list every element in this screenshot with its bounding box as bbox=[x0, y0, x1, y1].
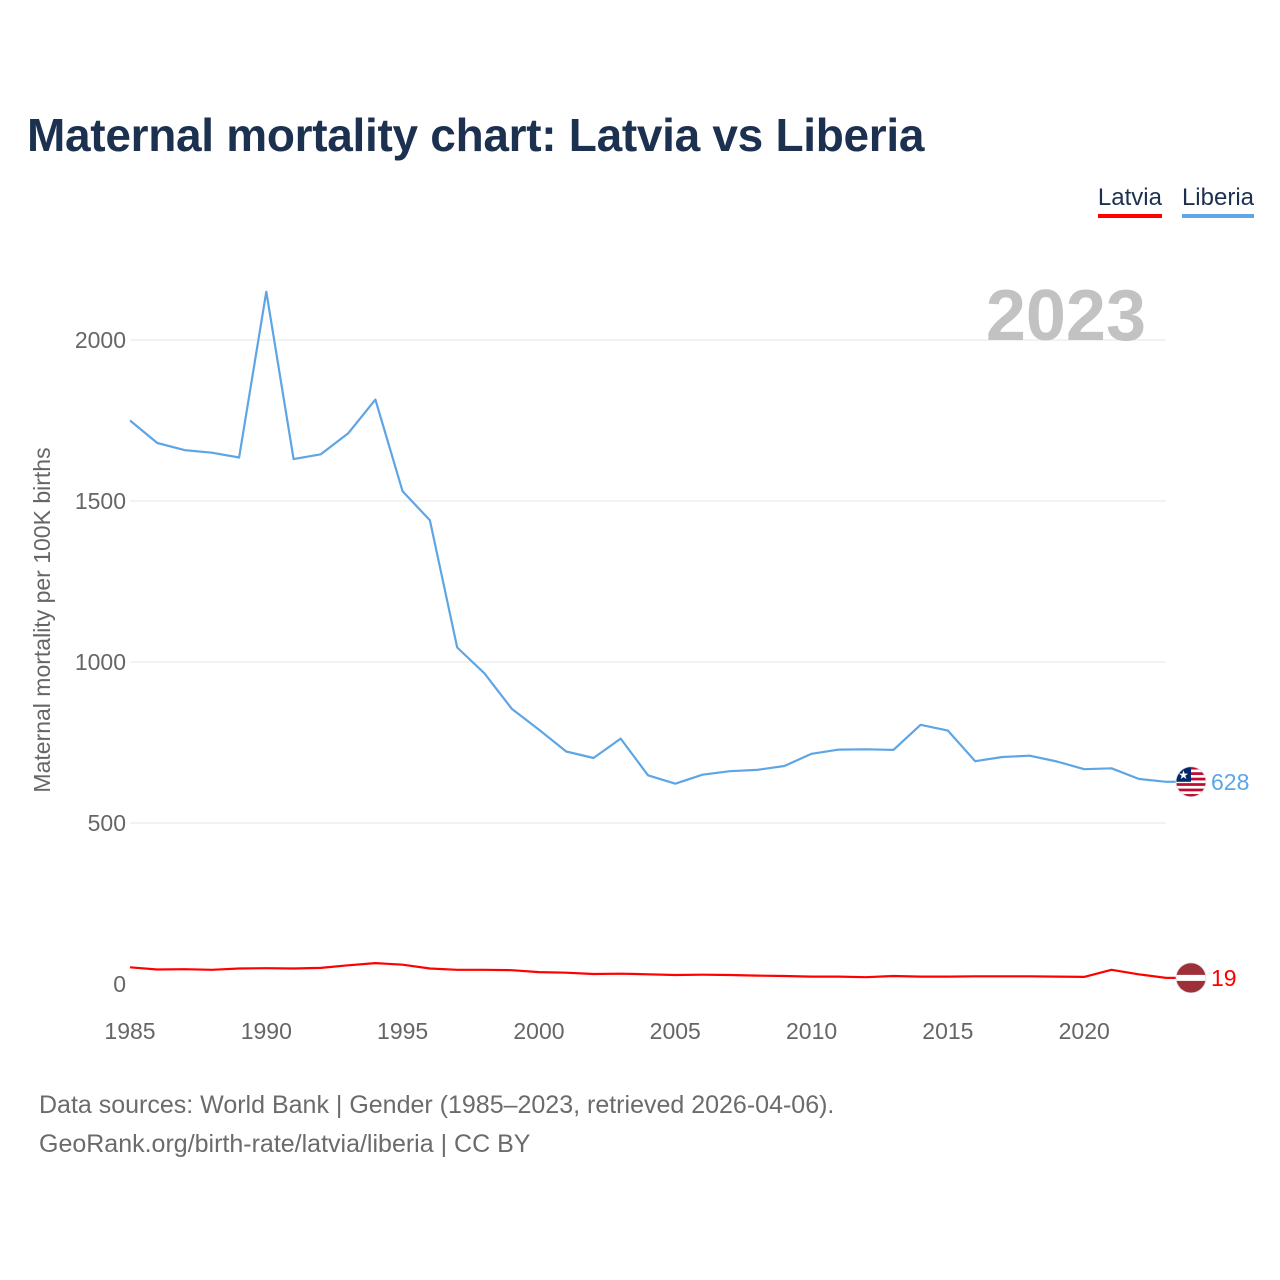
series-line-latvia bbox=[129, 961, 1167, 979]
legend-item-latvia[interactable]: Latvia bbox=[1097, 184, 1162, 218]
legend: Latvia Liberia bbox=[1097, 184, 1254, 218]
year-watermark: 2023 bbox=[986, 276, 1146, 356]
chart-title: Maternal mortality chart: Latvia vs Libe… bbox=[27, 109, 925, 161]
x-axis-ticks: 1985 1990 1995 2000 2005 2010 2015 2020 bbox=[104, 1018, 1109, 1044]
series-line-liberia bbox=[129, 290, 1167, 785]
x-tick-label: 2010 bbox=[786, 1018, 837, 1044]
x-tick-label: 2005 bbox=[650, 1018, 701, 1044]
footer-credit: GeoRank.org/birth-rate/latvia/liberia | … bbox=[39, 1130, 531, 1158]
y-axis-label: Maternal mortality per 100K births bbox=[29, 447, 55, 792]
y-tick-label: 1500 bbox=[75, 488, 126, 514]
legend-item-liberia[interactable]: Liberia bbox=[1181, 184, 1254, 218]
y-tick-label: 2000 bbox=[75, 327, 126, 353]
y-tick-label: 500 bbox=[88, 810, 126, 836]
x-tick-label: 2015 bbox=[922, 1018, 973, 1044]
end-markers: 19 ★ 628 bbox=[1166, 766, 1249, 994]
x-tick-label: 1990 bbox=[241, 1018, 292, 1044]
liberia-flag-icon: ★ bbox=[1175, 766, 1207, 798]
svg-text:★: ★ bbox=[1178, 768, 1189, 782]
x-tick-label: 1985 bbox=[104, 1018, 155, 1044]
latvia-flag-icon bbox=[1175, 962, 1207, 994]
x-tick-label: 2000 bbox=[513, 1018, 564, 1044]
y-tick-label: 1000 bbox=[75, 649, 126, 675]
y-tick-label: 0 bbox=[113, 971, 126, 997]
grid-lines bbox=[130, 339, 1166, 824]
x-tick-label: 1995 bbox=[377, 1018, 428, 1044]
y-axis-ticks: 0 500 1000 1500 2000 bbox=[75, 327, 126, 997]
footer: Data sources: World Bank | Gender (1985–… bbox=[39, 1086, 834, 1164]
end-value-label-latvia: 19 bbox=[1211, 965, 1237, 991]
end-value-label-liberia: 628 bbox=[1211, 769, 1249, 795]
footer-source: Data sources: World Bank | Gender (1985–… bbox=[39, 1091, 835, 1119]
x-tick-label: 2020 bbox=[1059, 1018, 1110, 1044]
series-lines bbox=[129, 290, 1167, 979]
